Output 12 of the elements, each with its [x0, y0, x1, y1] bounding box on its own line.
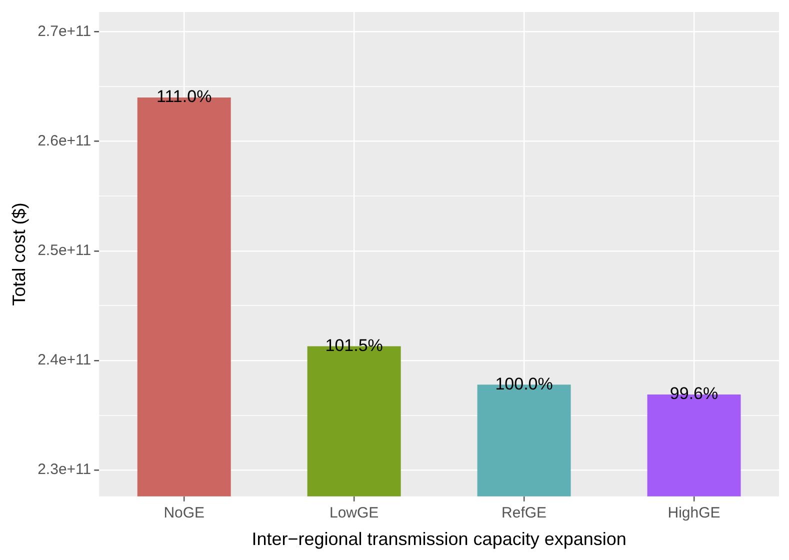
y-tick-label: 2.6e+11 — [38, 132, 92, 150]
annotation: 101.5% — [325, 336, 383, 355]
y-tick-label: 2.7e+11 — [38, 22, 92, 40]
y-tick-label: 2.3e+11 — [38, 461, 92, 478]
y-tick-label: 2.4e+11 — [38, 352, 92, 369]
x-tick-label: HighGE — [668, 504, 720, 522]
x-tick-label: LowGE — [329, 504, 379, 522]
y-tick-label: 2.5e+11 — [38, 242, 92, 260]
y-axis-title: Total cost ($) — [8, 202, 29, 306]
x-tick-label: RefGE — [502, 504, 547, 522]
x-tick-label: NoGE — [164, 504, 205, 522]
x-axis-title: Inter−regional transmission capacity expansion — [252, 529, 626, 550]
